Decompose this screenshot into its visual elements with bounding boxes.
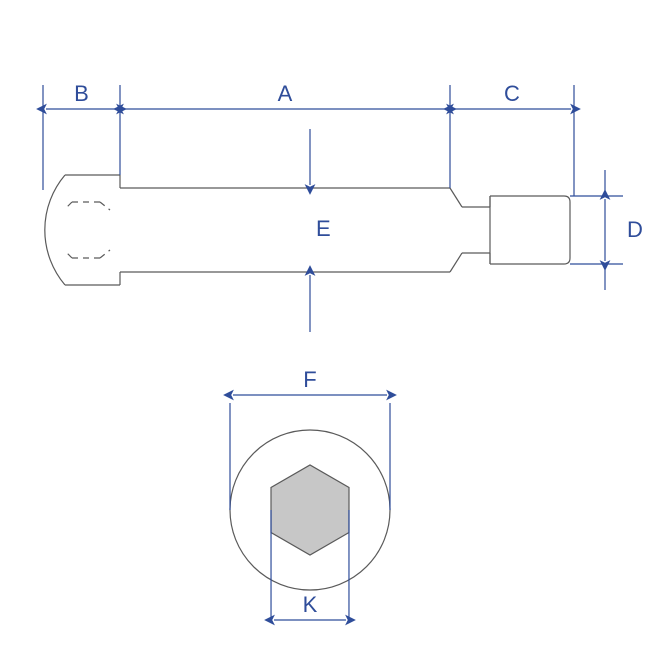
shoulder-screw-drawing: B A C D E F K <box>0 0 670 670</box>
dim-label-D: D <box>627 217 643 242</box>
dim-label-K: K <box>303 592 318 617</box>
head-arc <box>45 175 65 285</box>
dim-label-C: C <box>504 81 520 106</box>
dim-label-F: F <box>303 367 316 392</box>
hex-socket <box>271 465 349 555</box>
dim-label-E: E <box>316 216 331 241</box>
dim-label-A: A <box>278 81 293 106</box>
dim-label-B: B <box>74 81 89 106</box>
